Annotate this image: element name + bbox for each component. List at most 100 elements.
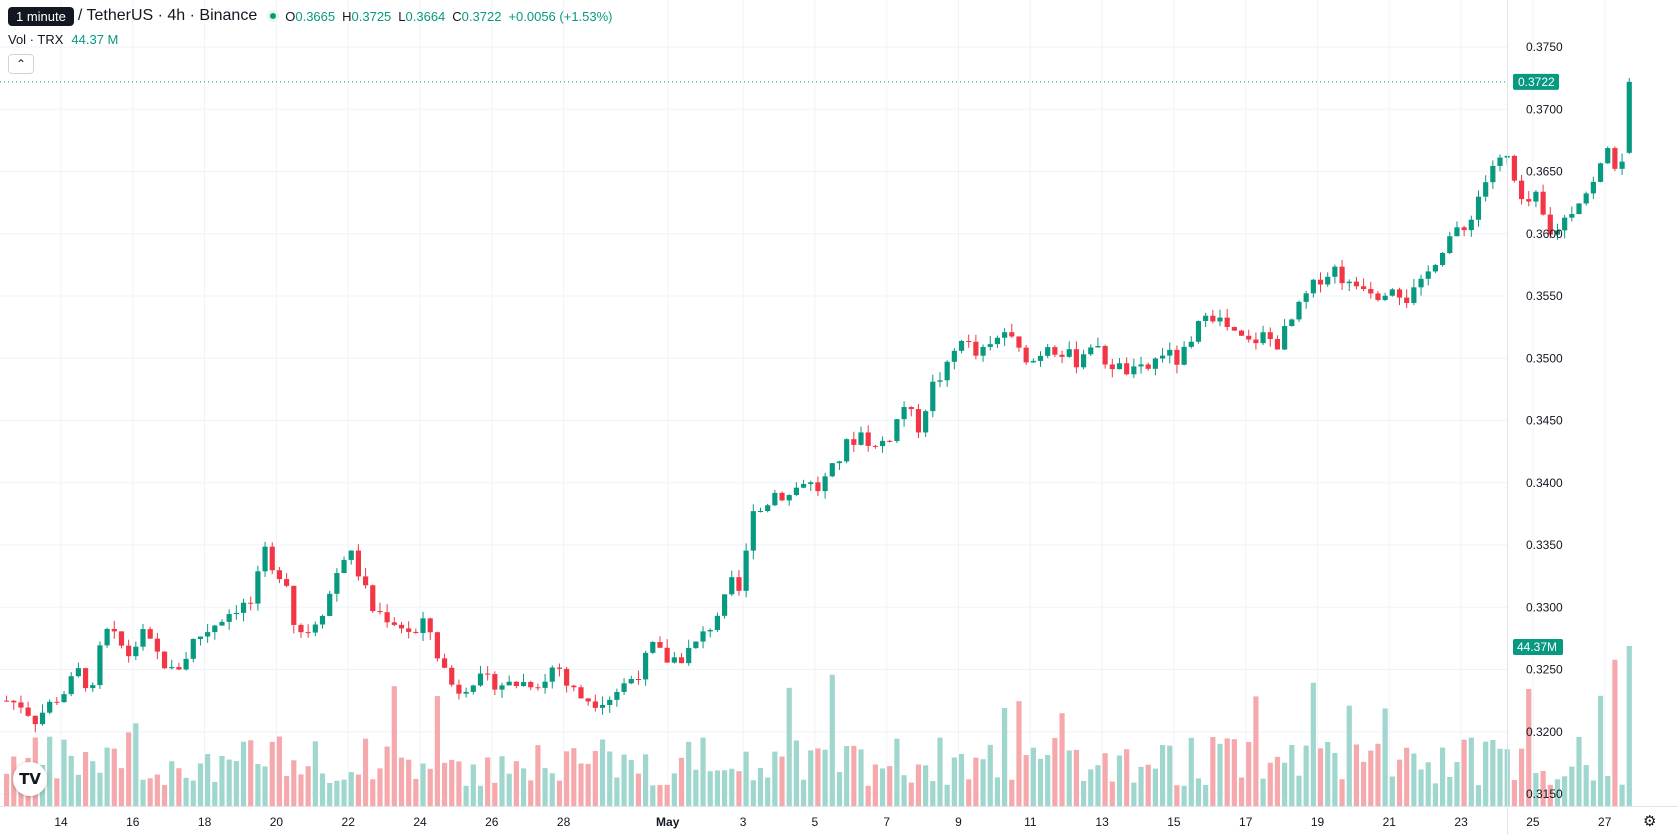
y-tick-label: 0.3550 (1526, 289, 1563, 303)
candle-body (1016, 336, 1022, 348)
candle-body (535, 687, 541, 689)
symbol-title[interactable]: / TetherUS · 4h · Binance (77, 7, 258, 24)
collapse-legend-button[interactable]: ⌃ (8, 54, 34, 74)
volume-bar (786, 687, 792, 806)
x-tick-label: 11 (1024, 815, 1037, 829)
last-volume-label: 44.37M (1517, 640, 1557, 654)
volume-bar (1116, 755, 1123, 806)
volume-bar (1626, 646, 1632, 806)
candle-body (1145, 364, 1151, 369)
volume-bar (1023, 755, 1029, 806)
volume-bar (1246, 741, 1252, 806)
last-volume-marker: 44.37M (1513, 639, 1563, 655)
volume-bar (966, 779, 972, 806)
volume-bar (1231, 739, 1237, 806)
volume-bar (542, 768, 548, 806)
volume-bar (1569, 766, 1575, 806)
volume-bar (643, 754, 649, 806)
candle-body (1260, 332, 1266, 344)
candle-body (334, 573, 340, 594)
high-value: 0.3725 (351, 8, 392, 24)
candle-body (477, 673, 484, 686)
candle-body (25, 707, 31, 716)
candle-body (879, 440, 886, 447)
volume-bar (1282, 762, 1288, 806)
volume-bar (1102, 753, 1108, 806)
price-axis[interactable]: 0.3750 0.3700 0.3650 0.3600 0.3550 0.3500 0.34… (1507, 0, 1564, 835)
candle-body (4, 700, 10, 702)
candle-body (276, 570, 283, 580)
volume-bar (1619, 784, 1625, 806)
candle-body (607, 699, 613, 705)
volume-bar (1353, 744, 1360, 806)
candle-body (1339, 266, 1345, 284)
candle-body (492, 674, 498, 690)
candle-body (657, 641, 663, 648)
market-status-icon[interactable] (267, 10, 280, 22)
candle-body (628, 679, 634, 684)
candle-body (1612, 148, 1618, 169)
y-tick-label: 0.3250 (1526, 663, 1563, 677)
candle-body (1576, 203, 1582, 215)
candle-body (291, 585, 297, 625)
volume-bar (750, 780, 756, 806)
candle-body (1188, 341, 1194, 347)
candle-body (1009, 332, 1015, 337)
tradingview-logo-icon[interactable]: TV (13, 762, 47, 796)
y-tick-label: 0.3600 (1526, 227, 1563, 241)
volume-bar (743, 751, 749, 806)
volume-legend[interactable]: Vol · TRX 44.37 M (8, 32, 118, 47)
volume-bar (118, 768, 125, 806)
time-axis[interactable]: 14 16 18 20 22 24 26 28 May 3 5 7 9 11 13 15 17 19 21 23 25 2… (0, 806, 1678, 830)
volume-bar (1138, 766, 1144, 806)
candle-body (994, 337, 1001, 345)
volume-bar (312, 741, 318, 806)
volume-bar (908, 782, 914, 806)
volume-bar (614, 777, 620, 806)
volume-bar (190, 780, 196, 806)
candle-body (1274, 339, 1281, 350)
candle-body (68, 676, 74, 695)
x-tick-label: 24 (413, 815, 427, 829)
candle-body (1059, 354, 1065, 357)
candle-body (384, 612, 390, 623)
candle-body (11, 700, 17, 703)
volume-bar (1518, 748, 1525, 806)
candle-body (240, 602, 247, 613)
volume-bar (635, 773, 642, 806)
candle-body (528, 682, 534, 688)
volume-bar (858, 749, 864, 806)
volume-bar (822, 749, 828, 806)
volume-bar (1597, 695, 1604, 806)
candle-body (1238, 330, 1245, 336)
candle-body (284, 579, 290, 586)
candle-body (1066, 349, 1072, 357)
volume-bar (1167, 745, 1173, 806)
volume-bar (1339, 779, 1345, 806)
candle-body (1116, 363, 1123, 370)
volume-bar (1425, 762, 1431, 806)
volume-bar (212, 781, 218, 806)
candle-body (901, 406, 907, 420)
candle-body (1483, 182, 1489, 197)
volume-bar (1490, 740, 1496, 806)
volume-bar (341, 779, 347, 806)
close-label: C (452, 8, 462, 24)
candle-body (104, 628, 110, 646)
volume-bar (1475, 785, 1482, 806)
volume-bar (1325, 741, 1331, 806)
volume-bar (700, 737, 706, 806)
candle-body (1389, 289, 1395, 296)
candle-body (1325, 276, 1331, 285)
candle-body (549, 667, 555, 682)
volume-bar (276, 736, 283, 806)
candle-body (1181, 346, 1187, 365)
gear-icon[interactable]: ⚙ (1643, 813, 1657, 830)
volume-bar (513, 761, 519, 806)
volume-bar (1605, 775, 1611, 806)
candle-body (973, 341, 979, 356)
volume-bar (284, 775, 290, 806)
candle-body (262, 546, 268, 572)
candle-body (800, 484, 807, 488)
